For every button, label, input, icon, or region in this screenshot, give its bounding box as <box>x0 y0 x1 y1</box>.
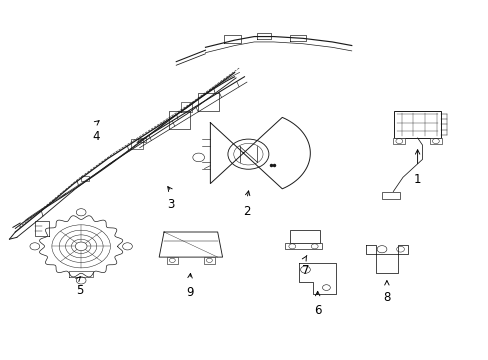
Text: 6: 6 <box>313 304 321 317</box>
Polygon shape <box>394 111 440 138</box>
Text: 9: 9 <box>186 286 193 299</box>
Polygon shape <box>393 138 405 144</box>
Circle shape <box>30 243 40 250</box>
Circle shape <box>75 242 87 251</box>
Polygon shape <box>289 230 319 243</box>
Text: 8: 8 <box>383 291 390 304</box>
Polygon shape <box>203 257 214 264</box>
Text: 2: 2 <box>243 205 250 218</box>
Circle shape <box>76 209 86 216</box>
Polygon shape <box>299 263 335 294</box>
Text: 1: 1 <box>413 173 421 186</box>
Polygon shape <box>159 232 222 257</box>
Polygon shape <box>366 244 407 273</box>
Text: 3: 3 <box>167 198 175 211</box>
Polygon shape <box>166 257 177 264</box>
Polygon shape <box>40 216 122 277</box>
Text: 7: 7 <box>301 264 308 277</box>
Text: 4: 4 <box>92 130 100 143</box>
Polygon shape <box>210 117 310 189</box>
Polygon shape <box>429 138 441 144</box>
Circle shape <box>76 277 86 284</box>
Polygon shape <box>381 192 399 199</box>
Polygon shape <box>285 243 321 249</box>
Circle shape <box>122 243 132 250</box>
Text: 5: 5 <box>76 284 83 297</box>
